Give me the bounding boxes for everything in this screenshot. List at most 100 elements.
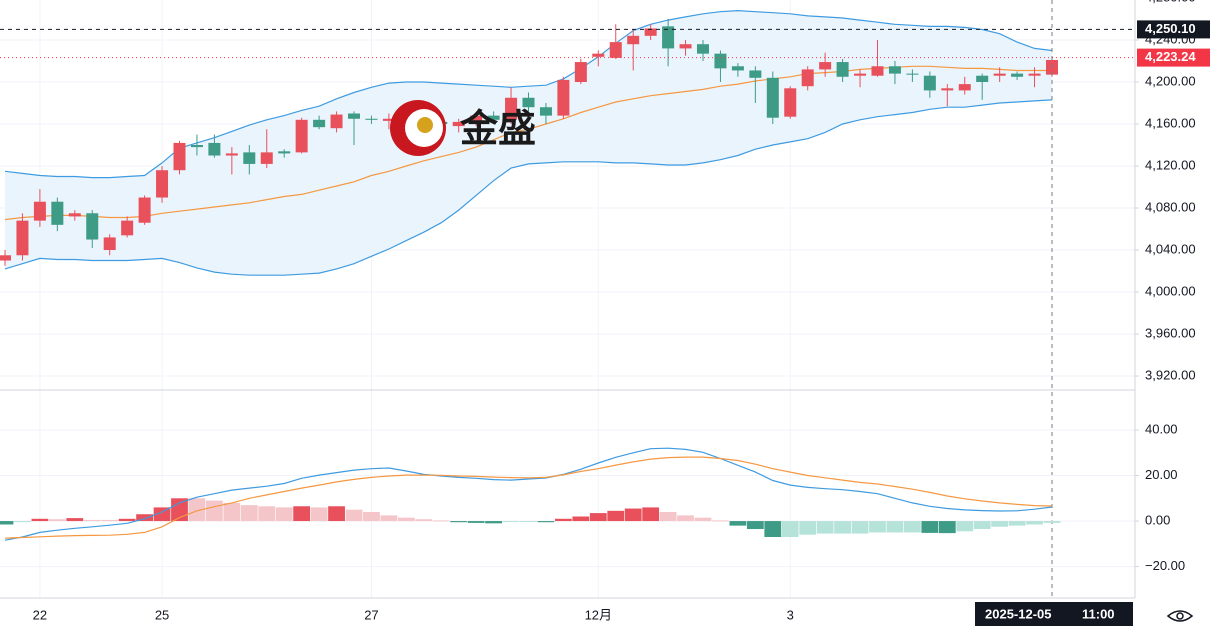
candle-body xyxy=(138,197,151,223)
candle-body xyxy=(958,84,971,91)
y-tick-label: 0.00 xyxy=(1145,513,1170,528)
histogram-bar xyxy=(188,498,206,522)
histogram-bar xyxy=(834,521,851,534)
crosshair-date: 2025-12-05 xyxy=(985,606,1052,621)
candle-body xyxy=(348,113,360,119)
histogram-bar xyxy=(345,509,363,522)
y-tick-label: 3,960.00 xyxy=(1145,325,1196,340)
candle-body xyxy=(592,53,605,57)
y-tick-label: 3,920.00 xyxy=(1145,367,1196,382)
candle-body xyxy=(941,88,954,91)
candle-body xyxy=(278,151,291,154)
x-tick-label: 3 xyxy=(787,607,794,622)
histogram-bar xyxy=(677,515,694,522)
histogram-bar xyxy=(781,521,799,537)
histogram-bar xyxy=(380,515,398,522)
y-tick-label: −20.00 xyxy=(1145,558,1185,573)
candle-body xyxy=(854,73,867,76)
candle-body xyxy=(86,213,99,240)
candle-body xyxy=(714,53,727,69)
histogram-bar xyxy=(659,511,677,522)
crosshair-time-box xyxy=(975,602,1133,626)
candle-body xyxy=(627,35,640,45)
histogram-bar xyxy=(450,521,468,523)
candle-body xyxy=(487,115,500,120)
candle-body xyxy=(644,28,657,36)
histogram-bar xyxy=(869,521,886,533)
candle-body xyxy=(539,107,552,116)
histogram-bar xyxy=(537,521,555,523)
histogram-bar xyxy=(694,517,712,522)
histogram-bar xyxy=(1008,521,1026,526)
histogram-bar xyxy=(502,521,520,523)
histogram-bar xyxy=(363,511,380,522)
candle-body xyxy=(243,152,256,164)
candle-body xyxy=(522,97,535,108)
candle-body xyxy=(225,153,238,156)
histogram-bar xyxy=(66,518,84,522)
histogram-bar xyxy=(729,521,747,526)
histogram-bar xyxy=(764,521,782,537)
histogram-bar xyxy=(31,518,49,522)
x-tick-label: 25 xyxy=(155,607,169,622)
price-label: 4,223.24 xyxy=(1145,49,1196,64)
histogram-bar xyxy=(153,507,171,522)
y-tick-label: 4,040.00 xyxy=(1145,241,1196,256)
y-tick-label: 4,120.00 xyxy=(1145,157,1196,172)
histogram-bar xyxy=(624,508,642,522)
histogram-bar xyxy=(118,518,136,522)
histogram-bar xyxy=(48,519,66,522)
histogram-bar xyxy=(136,514,153,522)
logo-ball xyxy=(417,117,433,133)
histogram-bar xyxy=(816,521,834,534)
histogram-bar xyxy=(904,521,921,533)
candle-body xyxy=(784,88,797,117)
watermark-logo xyxy=(390,100,446,156)
eye-icon[interactable] xyxy=(1166,610,1194,622)
candle-body xyxy=(208,142,221,156)
histogram-bar xyxy=(328,506,345,522)
histogram-bar xyxy=(973,521,991,530)
histogram-bar xyxy=(886,521,904,533)
candle-body xyxy=(103,237,116,251)
candle-body xyxy=(662,26,675,49)
candle-body xyxy=(679,44,692,49)
candle-body xyxy=(173,142,186,171)
eye-button[interactable] xyxy=(1166,610,1194,622)
candle-body xyxy=(0,255,11,261)
candle-body xyxy=(574,62,587,83)
candle-body xyxy=(330,114,343,129)
eye-pupil[interactable] xyxy=(1176,612,1184,620)
candle-body xyxy=(749,70,762,78)
histogram-bar xyxy=(415,519,433,522)
y-tick-label: 40.00 xyxy=(1145,421,1178,436)
histogram-bar xyxy=(642,507,660,522)
x-tick-label: 22 xyxy=(33,607,47,622)
candle-body xyxy=(313,119,326,128)
histogram-bar xyxy=(956,521,974,532)
macd-line xyxy=(4,447,1053,541)
price-label-box xyxy=(1137,20,1210,39)
watermark-text: 金盛 xyxy=(459,106,536,151)
candle-body xyxy=(16,220,29,256)
histogram-bar xyxy=(293,506,311,522)
candle-body xyxy=(888,66,901,74)
histogram-bar xyxy=(14,521,31,523)
candle-body xyxy=(156,170,169,198)
candle-body xyxy=(819,62,832,70)
histogram-bar xyxy=(485,521,502,524)
candle-body xyxy=(365,118,378,120)
candle-body xyxy=(121,220,134,236)
histogram-bar xyxy=(572,516,590,522)
histogram-bar xyxy=(1026,521,1043,525)
histogram-bar xyxy=(921,521,939,533)
candle-body xyxy=(557,79,570,116)
candle-body xyxy=(382,118,395,121)
price-label: 4,250.10 xyxy=(1145,21,1196,36)
histogram-bar xyxy=(938,521,956,534)
candle-body xyxy=(1028,73,1041,76)
candle-body xyxy=(260,152,273,164)
candle-body xyxy=(609,42,622,58)
histogram-bar xyxy=(0,521,14,525)
